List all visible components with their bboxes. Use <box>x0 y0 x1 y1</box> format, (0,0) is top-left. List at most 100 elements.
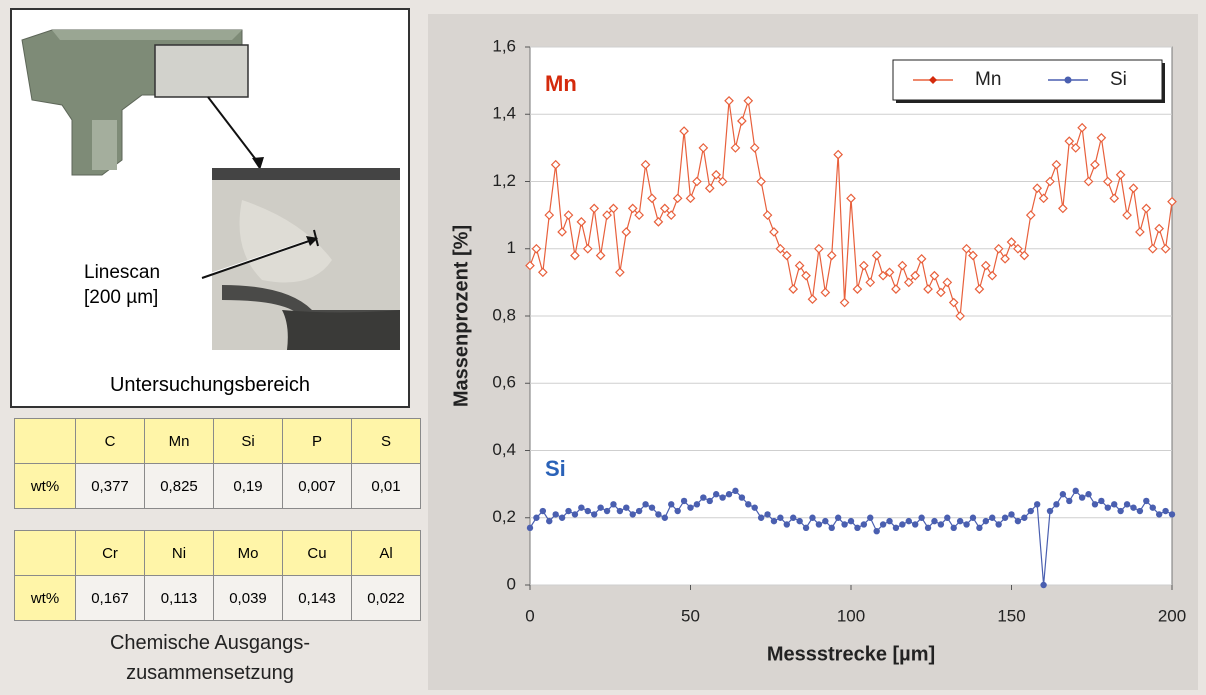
marker <box>1085 491 1092 498</box>
marker <box>749 143 760 153</box>
marker <box>910 270 921 281</box>
cell: C <box>75 418 145 464</box>
marker <box>871 250 882 261</box>
marker <box>931 517 938 525</box>
marker <box>918 514 925 521</box>
text: Linescan <box>84 262 161 283</box>
marker <box>1033 501 1041 508</box>
marker <box>1053 501 1060 508</box>
marker <box>1000 253 1010 264</box>
marker <box>982 517 990 525</box>
cell: wt% <box>14 463 76 509</box>
marker <box>589 203 600 214</box>
marker <box>802 524 810 532</box>
marker <box>627 203 638 214</box>
marker <box>987 270 998 281</box>
marker <box>1102 176 1113 187</box>
marker <box>1130 504 1137 511</box>
y-tick-label: 1,2 <box>492 171 516 190</box>
marker <box>576 217 587 227</box>
cell: 0,825 <box>144 463 214 509</box>
marker <box>1155 511 1163 518</box>
marker <box>533 514 540 521</box>
marker <box>815 521 823 528</box>
marker <box>1168 511 1176 518</box>
marker <box>783 521 790 528</box>
marker <box>539 507 547 515</box>
marker <box>923 284 933 294</box>
marker <box>1141 203 1152 214</box>
marker <box>834 514 842 521</box>
marker <box>647 193 657 204</box>
marker <box>1104 504 1112 511</box>
marker <box>698 143 709 153</box>
marker <box>693 501 701 508</box>
marker <box>1147 243 1158 254</box>
marker <box>968 250 978 261</box>
marker <box>738 494 746 501</box>
marker <box>924 524 932 532</box>
marker <box>1038 193 1049 204</box>
marker <box>623 504 630 511</box>
marker <box>1070 143 1081 153</box>
cell: 0,19 <box>213 463 283 509</box>
marker <box>764 511 771 518</box>
cell: Mo <box>213 530 283 576</box>
y-tick-label: 0,2 <box>492 507 516 526</box>
marker <box>634 210 644 220</box>
marker <box>1115 169 1126 180</box>
marker <box>659 203 670 214</box>
composition-table: C Mn Si P S wt% 0,377 0,825 0,19 0,007 0,01 <box>14 418 421 509</box>
marker <box>858 260 869 271</box>
legend-label: Si <box>1110 69 1127 90</box>
marker <box>558 514 566 521</box>
text: [200 µm] <box>84 287 159 308</box>
marker <box>980 260 991 271</box>
marker <box>1058 203 1068 214</box>
marker <box>717 176 728 187</box>
x-tick-label: 200 <box>1158 606 1186 625</box>
marker <box>653 217 664 227</box>
marker <box>809 514 816 521</box>
marker <box>897 260 908 271</box>
marker <box>578 504 585 511</box>
cell: Si <box>213 418 283 464</box>
y-tick-label: 1,6 <box>492 36 516 55</box>
marker <box>557 227 567 237</box>
marker <box>757 514 765 521</box>
marker <box>847 517 855 525</box>
marker <box>1072 487 1079 495</box>
marker <box>745 501 752 508</box>
marker <box>1025 210 1036 220</box>
marker <box>680 497 688 505</box>
cell: 0,039 <box>213 575 283 621</box>
x-tick-label: 150 <box>997 606 1025 625</box>
marker <box>1111 501 1118 508</box>
marker <box>550 159 561 170</box>
x-tick-label: 100 <box>837 606 865 625</box>
marker <box>903 277 914 288</box>
marker <box>878 270 888 281</box>
marker <box>1064 136 1075 146</box>
marker <box>1167 196 1177 207</box>
marker <box>794 260 805 271</box>
cell: 0,143 <box>282 575 352 621</box>
cell: 0,167 <box>75 575 145 621</box>
marker <box>762 210 773 220</box>
marker <box>615 267 625 278</box>
marker <box>571 511 579 518</box>
marker <box>679 126 689 136</box>
marker <box>1149 504 1156 511</box>
marker <box>537 267 548 278</box>
cell: 0,377 <box>75 463 145 509</box>
region-caption: Untersuchungsbereich <box>109 374 311 396</box>
marker <box>582 243 593 254</box>
series-annotation: Si <box>545 456 566 481</box>
marker <box>1078 494 1086 501</box>
marker <box>852 284 863 294</box>
marker <box>781 250 792 261</box>
marker <box>1008 511 1015 518</box>
marker <box>719 494 726 501</box>
